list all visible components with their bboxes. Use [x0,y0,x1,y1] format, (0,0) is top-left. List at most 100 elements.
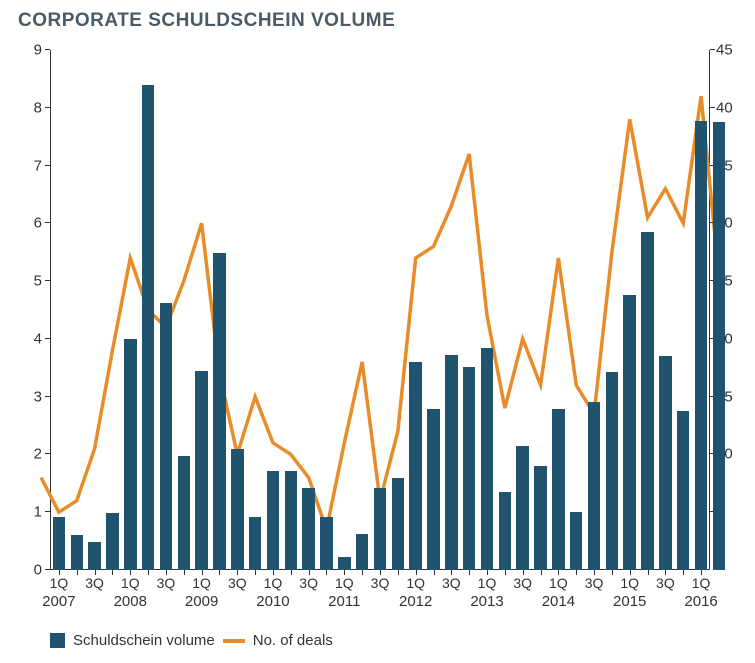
x-tick [219,570,220,575]
y-left-tick [45,280,50,281]
y-left-tick-label: 5 [34,273,50,290]
y-left-tick-label: 8 [34,99,50,116]
x-year-label: 2010 [256,593,289,610]
x-quarter-label: 3Q [656,575,675,591]
x-tick [398,570,399,575]
bar [463,367,475,570]
bar [641,232,653,570]
bar [249,517,261,570]
x-quarter-label: 3Q [442,575,461,591]
bar [445,355,457,570]
bar [695,121,707,571]
x-quarter-label: 1Q [620,575,639,591]
legend-label-bars: Schuldschein volume [73,632,215,649]
x-tick [112,570,113,575]
x-quarter-label: 1Q [264,575,283,591]
bar [606,372,618,570]
x-quarter-label: 3Q [585,575,604,591]
legend-swatch-bars [50,633,65,648]
bar [320,517,332,570]
y-left-tick [45,49,50,50]
x-quarter-label: 3Q [299,575,318,591]
x-quarter-label: 1Q [121,575,140,591]
legend-label-line: No. of deals [253,632,333,649]
x-tick [291,570,292,575]
x-year-label: 2013 [470,593,503,610]
bar [534,466,546,570]
x-tick [469,570,470,575]
x-quarter-label: 1Q [406,575,425,591]
bar [713,122,725,570]
bar [427,409,439,570]
x-quarter-label: 1Q [549,575,568,591]
bar [552,409,564,570]
y-left-tick [45,396,50,397]
x-quarter-label: 3Q [513,575,532,591]
bar [623,295,635,570]
y-left-tick [45,453,50,454]
x-year-label: 2015 [613,593,646,610]
bar [53,517,65,570]
x-quarter-label: 1Q [692,575,711,591]
bar [516,446,528,570]
bar [392,478,404,570]
x-quarter-label: 3Q [371,575,390,591]
y-left-tick-label: 4 [34,330,50,347]
x-year-label: 2014 [542,593,575,610]
bar [481,348,493,570]
x-tick [576,570,577,575]
bar [659,356,671,570]
bar [142,85,154,570]
y-left-tick [45,511,50,512]
bar [231,449,243,570]
x-quarter-label: 1Q [50,575,69,591]
bar [356,534,368,570]
bar [570,512,582,570]
legend: Schuldschein volume No. of deals [50,632,333,649]
x-tick [505,570,506,575]
x-tick [148,570,149,575]
y-left-tick [45,222,50,223]
bar [195,371,207,570]
x-tick [683,570,684,575]
bar [499,492,511,570]
bar [588,402,600,570]
bar [106,513,118,570]
plot-area: 012345678951015202530354045 [50,50,710,570]
y-left-tick [45,107,50,108]
bar [302,488,314,570]
bar [213,253,225,570]
x-tick [184,570,185,575]
y-left-tick-label: 1 [34,504,50,521]
x-tick [541,570,542,575]
x-year-label: 2009 [185,593,218,610]
x-quarter-label: 3Q [85,575,104,591]
legend-swatch-line [223,639,245,643]
y-right-tick [710,107,715,108]
bar [178,456,190,570]
bar [267,471,279,570]
bar [124,339,136,570]
x-quarter-label: 1Q [478,575,497,591]
bar [338,557,350,570]
x-tick [326,570,327,575]
bar [160,303,172,570]
chart-container: { "title": "CORPORATE SCHULDSCHEIN VOLUM… [0,0,755,663]
y-left-tick-label: 3 [34,388,50,405]
x-year-label: 2016 [684,593,717,610]
x-quarter-label: 3Q [228,575,247,591]
y-left-tick-label: 6 [34,215,50,232]
y-left-tick-label: 0 [34,562,50,579]
chart-title: CORPORATE SCHULDSCHEIN VOLUME [18,10,395,32]
y-left-tick [45,569,50,570]
x-quarter-label: 3Q [157,575,176,591]
y-left-tick-label: 2 [34,446,50,463]
y-left-tick-label: 7 [34,157,50,174]
x-year-label: 2008 [114,593,147,610]
bar [88,542,100,570]
x-tick [648,570,649,575]
x-tick [362,570,363,575]
y-left-tick [45,165,50,166]
bar [677,411,689,570]
x-tick [77,570,78,575]
